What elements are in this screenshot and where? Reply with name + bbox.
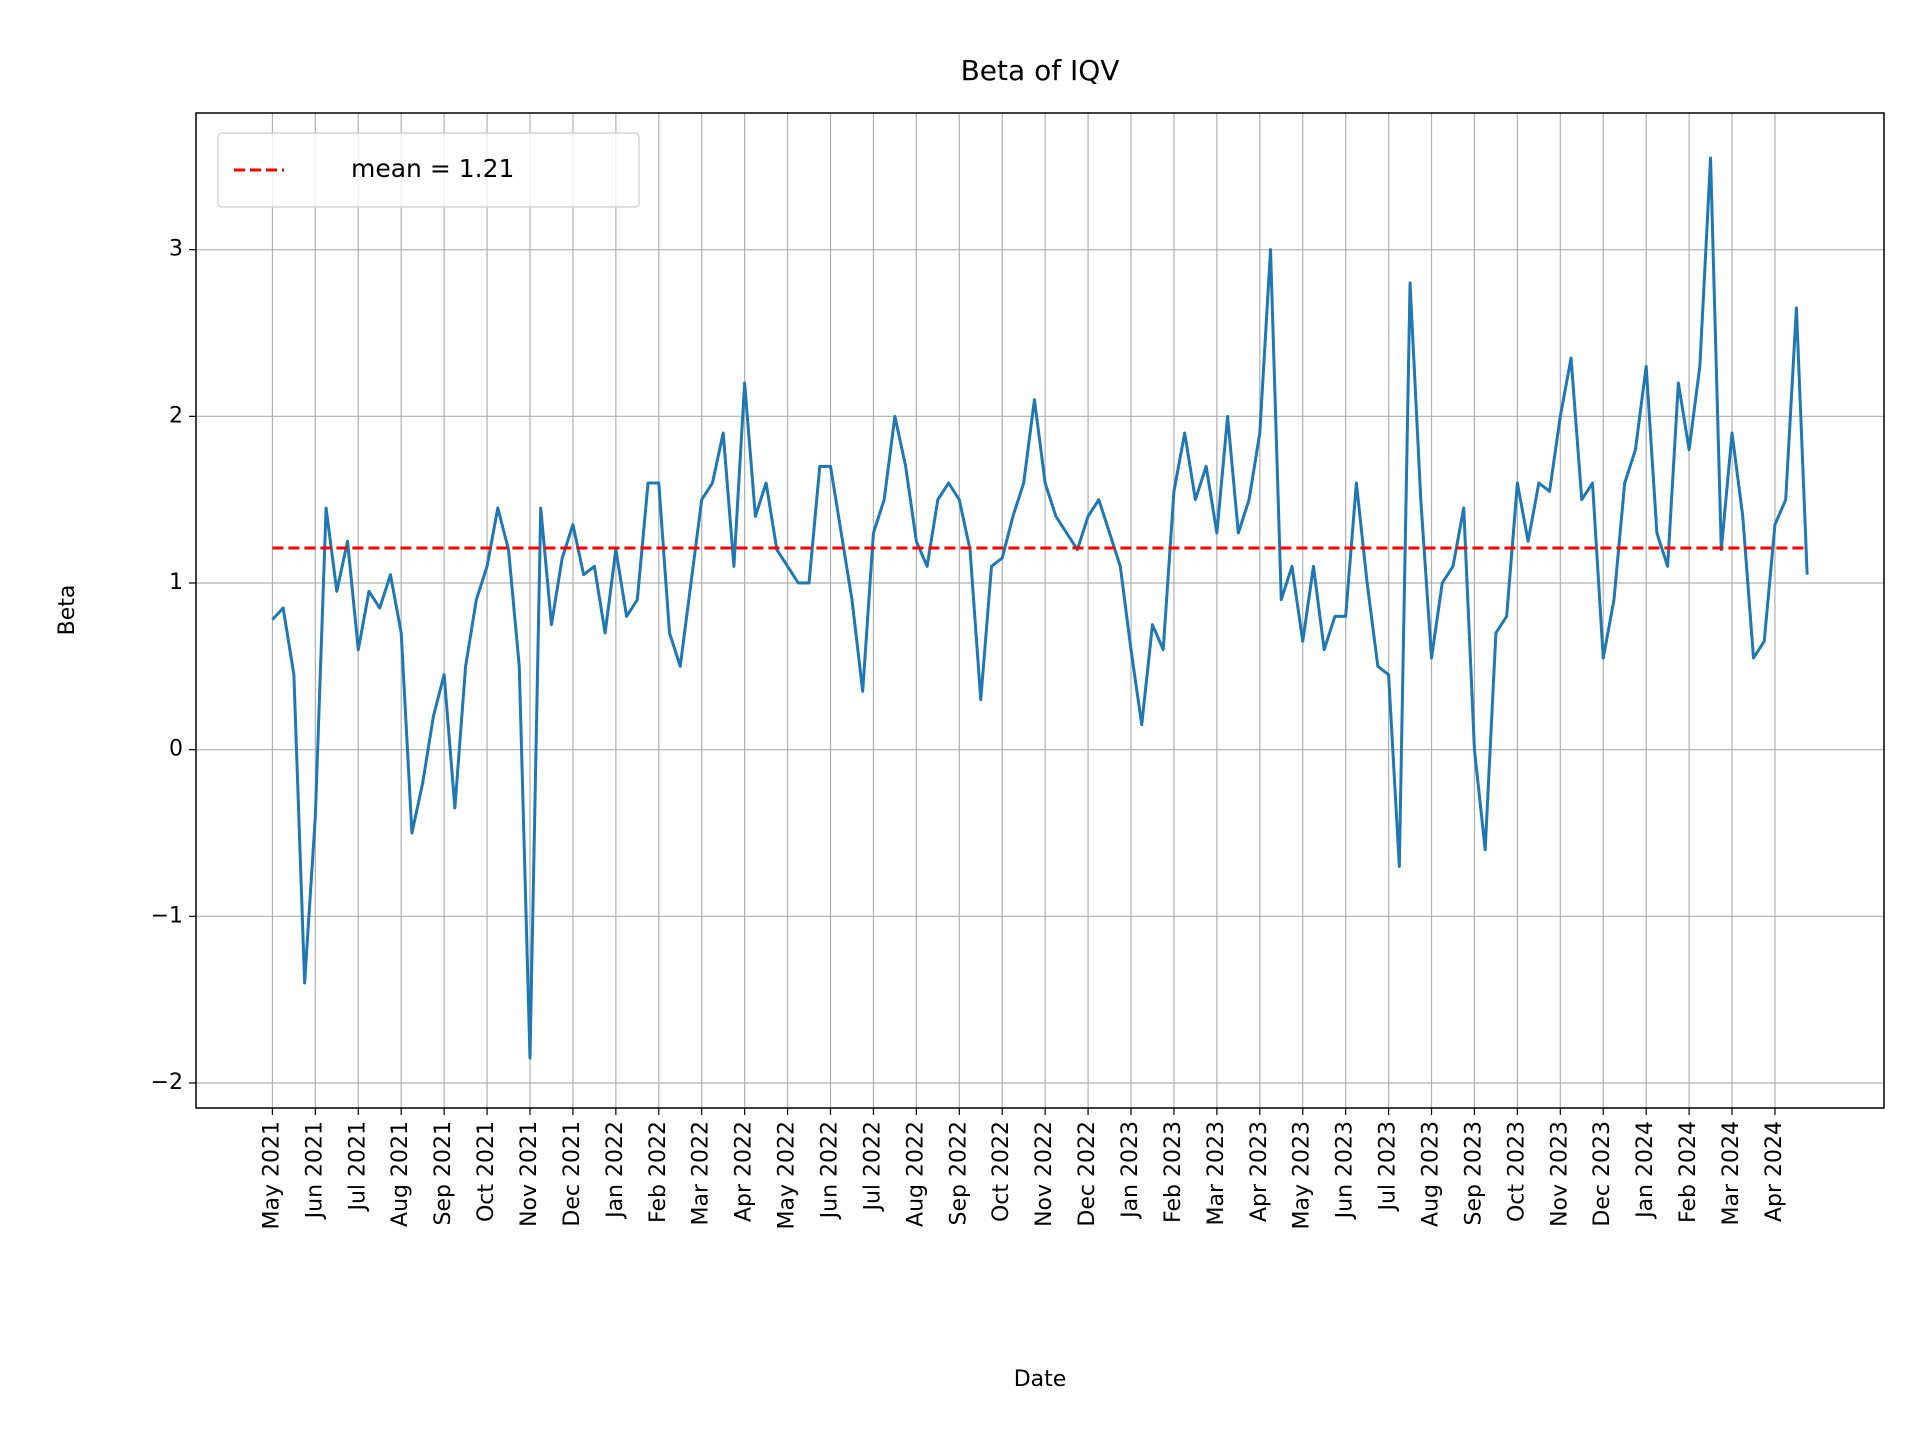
x-tick-label: Feb 2022 bbox=[646, 1121, 671, 1223]
x-tick-label: May 2021 bbox=[259, 1121, 284, 1229]
x-tick-label: Aug 2023 bbox=[1419, 1121, 1444, 1227]
x-tick-label: Jun 2022 bbox=[818, 1121, 843, 1220]
x-axis-label: Date bbox=[1014, 1367, 1067, 1392]
legend-box bbox=[217, 132, 640, 208]
x-tick-label: Jan 2024 bbox=[1633, 1121, 1658, 1220]
x-tick-label: Nov 2021 bbox=[517, 1121, 542, 1227]
x-tick-label: Mar 2024 bbox=[1719, 1121, 1744, 1226]
x-tick-label: Dec 2022 bbox=[1075, 1121, 1100, 1227]
x-tick-label: Oct 2023 bbox=[1504, 1121, 1529, 1222]
x-tick-label: Apr 2024 bbox=[1762, 1121, 1787, 1222]
x-tick-label: Feb 2024 bbox=[1676, 1121, 1701, 1223]
x-tick-label: Jan 2023 bbox=[1118, 1121, 1143, 1220]
chart-title: Beta of IQV bbox=[961, 54, 1120, 87]
x-tick-label: Jul 2022 bbox=[860, 1121, 885, 1213]
legend: mean = 1.21 bbox=[217, 132, 640, 208]
y-tick-label: 3 bbox=[169, 237, 183, 262]
y-axis-label: Beta bbox=[55, 585, 80, 636]
x-tick-label: Jul 2021 bbox=[345, 1121, 370, 1213]
x-tick-label: Mar 2022 bbox=[689, 1121, 714, 1226]
x-tick-label: May 2023 bbox=[1290, 1121, 1315, 1229]
x-tick-label: Sep 2021 bbox=[431, 1121, 456, 1225]
x-tick-label: Apr 2022 bbox=[732, 1121, 757, 1222]
x-tick-label: May 2022 bbox=[775, 1121, 800, 1229]
x-tick-label: Nov 2023 bbox=[1547, 1121, 1572, 1227]
x-tick-label: Nov 2022 bbox=[1032, 1121, 1057, 1227]
y-tick-label: 2 bbox=[169, 403, 183, 428]
y-tick-label: −2 bbox=[151, 1070, 183, 1095]
plot-frame bbox=[195, 112, 1885, 1109]
y-tick-label: 1 bbox=[169, 570, 183, 595]
x-tick-label: Sep 2022 bbox=[946, 1121, 971, 1225]
x-tick-label: Jun 2023 bbox=[1333, 1121, 1358, 1220]
x-tick-label: Sep 2023 bbox=[1461, 1121, 1486, 1225]
x-tick-label: Jun 2021 bbox=[302, 1121, 327, 1220]
x-tick-label: Aug 2022 bbox=[903, 1121, 928, 1227]
y-tick-label: 0 bbox=[169, 737, 183, 762]
x-tick-label: Oct 2021 bbox=[474, 1121, 499, 1222]
x-tick-label: Oct 2022 bbox=[989, 1121, 1014, 1222]
legend-label: mean = 1.21 bbox=[351, 154, 514, 183]
x-tick-label: Dec 2021 bbox=[560, 1121, 585, 1227]
x-tick-label: Aug 2021 bbox=[388, 1121, 413, 1227]
x-tick-label: Mar 2023 bbox=[1204, 1121, 1229, 1226]
x-tick-label: Dec 2023 bbox=[1590, 1121, 1615, 1227]
x-tick-label: Feb 2023 bbox=[1161, 1121, 1186, 1223]
x-tick-label: Apr 2023 bbox=[1247, 1121, 1272, 1222]
x-tick-label: Jul 2023 bbox=[1376, 1121, 1401, 1213]
y-tick-label: −1 bbox=[151, 903, 183, 928]
data-line bbox=[271, 156, 1809, 1060]
x-tick-label: Jan 2022 bbox=[603, 1121, 628, 1220]
